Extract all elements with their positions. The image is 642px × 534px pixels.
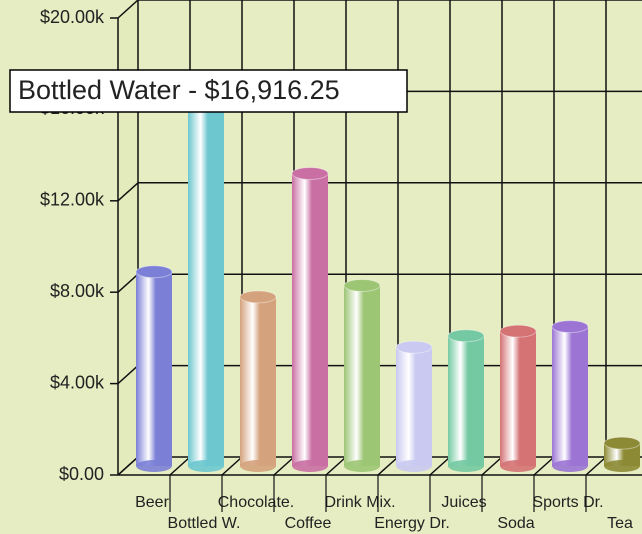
bar-base <box>500 460 536 472</box>
grid-line <box>117 273 139 293</box>
x-tick-label: Chocolate. <box>218 494 295 511</box>
tooltip-box <box>9 69 408 113</box>
bar-top <box>395 340 433 354</box>
bar-top <box>499 324 537 338</box>
bar <box>604 443 640 466</box>
bar-top <box>135 265 173 279</box>
x-tick-label: Energy Dr. <box>374 515 450 532</box>
x-tick-label: Soda <box>497 515 534 532</box>
bar-base <box>604 460 640 472</box>
grid-line <box>117 365 139 385</box>
floor-line <box>377 456 399 476</box>
x-tick-label: Beer <box>135 494 169 511</box>
bar <box>292 173 328 466</box>
bar-top <box>239 290 277 304</box>
grid-line <box>117 456 139 476</box>
x-tick-label: Tea <box>607 515 633 532</box>
x-tick-label: Coffee <box>285 515 332 532</box>
bar-base <box>188 460 224 472</box>
bar <box>188 79 224 466</box>
floor-line <box>273 456 295 476</box>
y-tick-label: $12.00k <box>40 190 105 210</box>
grid-line <box>117 182 139 202</box>
grid-line <box>117 0 139 19</box>
bar-base <box>136 460 172 472</box>
bar-top <box>291 167 329 181</box>
floor-line <box>481 456 503 476</box>
y-tick-label: $8.00k <box>50 281 105 301</box>
floor-line <box>429 456 451 476</box>
bar-top <box>447 329 485 343</box>
bar <box>136 271 172 466</box>
bar <box>240 296 276 466</box>
x-tick-label: Juices <box>441 494 486 511</box>
bar-base <box>292 460 328 472</box>
y-tick-label: $4.00k <box>50 372 105 392</box>
bar <box>552 326 588 466</box>
floor-line <box>169 456 191 476</box>
bar-top <box>603 436 641 450</box>
back-wall <box>118 0 138 475</box>
bar-top <box>343 278 381 292</box>
x-tick-label: Drink Mix. <box>324 494 395 511</box>
floor-line <box>221 456 243 476</box>
bar <box>396 347 432 466</box>
y-tick-label: $0.00 <box>59 464 104 484</box>
floor-line <box>325 456 347 476</box>
floor-line <box>585 456 607 476</box>
bar-base <box>240 460 276 472</box>
tooltip-text: Bottled Water - $16,916.25 <box>18 75 340 105</box>
bar-base <box>552 460 588 472</box>
bar <box>344 285 380 466</box>
bar-top <box>551 320 589 334</box>
bar-base <box>396 460 432 472</box>
floor-line <box>533 456 555 476</box>
bar-base <box>448 460 484 472</box>
bar-base <box>344 460 380 472</box>
bar <box>500 331 536 466</box>
x-tick-label: Bottled W. <box>168 515 241 532</box>
bar <box>448 335 484 466</box>
y-tick-label: $20.00k <box>40 7 105 27</box>
x-tick-label: Sports Dr. <box>532 494 603 511</box>
